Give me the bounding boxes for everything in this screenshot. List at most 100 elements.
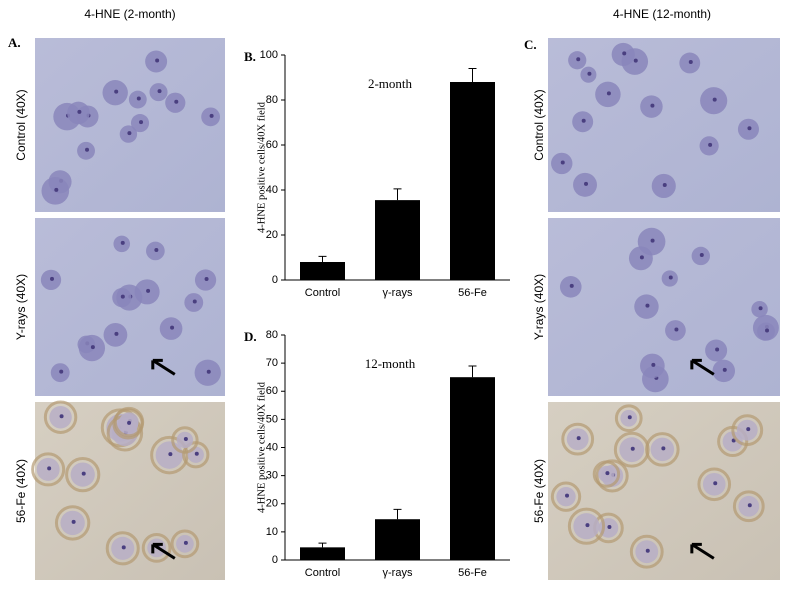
nucleolus bbox=[581, 118, 586, 123]
nucleolus bbox=[747, 126, 752, 131]
y-tick-label: 20 bbox=[266, 229, 278, 241]
nucleolus bbox=[114, 89, 119, 94]
nucleolus bbox=[136, 96, 141, 101]
nucleolus bbox=[576, 57, 581, 62]
nucleolus bbox=[49, 276, 54, 281]
nucleolus bbox=[77, 109, 82, 114]
arrow bbox=[690, 542, 715, 560]
row-label: Y-rays (40X) bbox=[532, 274, 546, 340]
arrow bbox=[690, 358, 715, 376]
error-bar bbox=[393, 508, 402, 520]
nucleolus bbox=[90, 345, 95, 350]
nucleolus bbox=[606, 91, 611, 96]
nucleolus bbox=[192, 299, 197, 304]
y-tick-label: 60 bbox=[266, 385, 278, 397]
nucleolus bbox=[146, 288, 151, 293]
nucleolus bbox=[59, 369, 64, 374]
nucleolus bbox=[139, 120, 144, 125]
row-label: Control (40X) bbox=[532, 89, 546, 160]
nucleolus bbox=[633, 58, 638, 63]
nucleolus bbox=[584, 181, 589, 186]
nucleolus bbox=[47, 466, 52, 471]
x-tick-label: γ-rays bbox=[383, 287, 413, 299]
nucleolus bbox=[674, 327, 679, 332]
row-label: Control (40X) bbox=[14, 89, 28, 160]
cell-body bbox=[105, 531, 140, 566]
nucleolus bbox=[114, 331, 119, 336]
cell-body bbox=[171, 426, 199, 454]
bar bbox=[375, 519, 420, 560]
panel-label: D. bbox=[244, 329, 257, 344]
nucleolus bbox=[170, 325, 175, 330]
nucleolus bbox=[715, 347, 720, 352]
panel-label: C. bbox=[524, 37, 537, 52]
arrow bbox=[151, 358, 176, 376]
y-axis-label: 4-HNE positive cells/40X field bbox=[256, 381, 267, 513]
nucleolus bbox=[120, 240, 125, 245]
y-tick-label: 30 bbox=[266, 470, 278, 482]
nucleolus bbox=[661, 446, 666, 451]
bar bbox=[375, 200, 420, 280]
y-tick-label: 80 bbox=[266, 94, 278, 106]
cell-body bbox=[550, 481, 582, 512]
column-title: 4-HNE (2-month) bbox=[84, 7, 175, 21]
cell-body bbox=[54, 505, 91, 541]
panel-label: B. bbox=[244, 49, 256, 64]
y-tick-label: 40 bbox=[266, 184, 278, 196]
arrow bbox=[151, 542, 176, 560]
nucleolus bbox=[650, 238, 655, 243]
nucleolus bbox=[630, 446, 635, 451]
cell-body bbox=[31, 452, 66, 487]
nucleolus bbox=[662, 182, 667, 187]
column-title: 4-HNE (12-month) bbox=[613, 7, 711, 21]
cell-body bbox=[150, 435, 189, 475]
nucleolus bbox=[622, 51, 627, 56]
nucleolus bbox=[565, 493, 570, 498]
y-tick-label: 100 bbox=[260, 49, 278, 61]
nucleolus bbox=[157, 89, 162, 94]
cell-body bbox=[595, 459, 629, 493]
charts: 0 20 40 60 80 100 Control γ-rays 56-Fe B. 2-month 4… bbox=[244, 49, 510, 579]
bar bbox=[300, 262, 345, 280]
y-tick-label: 70 bbox=[266, 357, 278, 369]
cell-body bbox=[613, 431, 650, 468]
nucleolus bbox=[183, 436, 188, 441]
nucleolus bbox=[194, 451, 199, 456]
nucleolus bbox=[645, 548, 650, 553]
micrographs: Control (40X) Y-rays (40X) 56-Fe (40X) Cont… bbox=[14, 38, 780, 580]
y-tick-label: 0 bbox=[272, 274, 278, 286]
x-tick-label: Control bbox=[305, 287, 340, 299]
error-bar bbox=[393, 188, 402, 201]
cell-body bbox=[567, 507, 606, 545]
nucleolus bbox=[645, 303, 650, 308]
nucleolus bbox=[204, 277, 209, 282]
nucleolus bbox=[713, 481, 718, 486]
nucleolus bbox=[168, 452, 173, 457]
cell-body bbox=[645, 432, 680, 467]
x-tick-label: 56-Fe bbox=[458, 567, 487, 579]
nucleolus bbox=[183, 540, 188, 545]
nucleolus bbox=[605, 471, 610, 476]
nucleolus bbox=[127, 420, 132, 425]
bar bbox=[450, 82, 495, 280]
nucleolus bbox=[722, 367, 727, 372]
cell-body bbox=[43, 400, 78, 434]
annotation: 2-month bbox=[368, 76, 413, 91]
nucleolus bbox=[651, 362, 656, 367]
nucleolus bbox=[708, 142, 713, 147]
annotation: 12-month bbox=[365, 356, 416, 371]
nucleolus bbox=[209, 113, 214, 118]
cell-body bbox=[141, 533, 172, 563]
y-tick-label: 50 bbox=[266, 413, 278, 425]
nucleolus bbox=[54, 187, 59, 192]
nucleolus bbox=[587, 71, 592, 76]
nucleolus bbox=[765, 328, 770, 333]
y-tick-label: 40 bbox=[266, 441, 278, 453]
nucleolus bbox=[639, 255, 644, 260]
nucleolus bbox=[712, 97, 717, 102]
x-tick-label: 56-Fe bbox=[458, 287, 487, 299]
panel-label: A. bbox=[8, 35, 21, 50]
x-tick-label: Control bbox=[305, 567, 340, 579]
nucleolus bbox=[627, 415, 632, 420]
